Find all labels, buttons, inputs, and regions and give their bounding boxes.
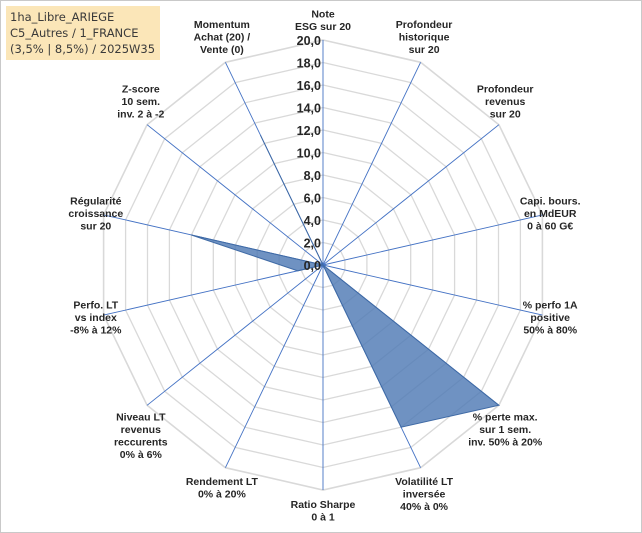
axis-label-1: Profondeur historique sur 20 bbox=[396, 19, 453, 56]
axis-label-line: ESG sur 20 bbox=[295, 21, 351, 33]
axis-label-7: Ratio Sharpe 0 à 1 bbox=[291, 499, 356, 524]
axis-label-line: Achat (20) / bbox=[194, 32, 251, 44]
axis-label-13: Momentum Achat (20) / Vente (0) bbox=[194, 19, 251, 56]
axis-label-line: positive bbox=[530, 312, 570, 324]
tick-label: 14,0 bbox=[297, 102, 321, 116]
info-line-3: (3,5% | 8,5%) / 2025W35 bbox=[10, 42, 156, 56]
axis-label-line: Profondeur bbox=[396, 19, 453, 31]
axis-label-line: Capi. bours. bbox=[520, 196, 581, 208]
tick-label: 20,0 bbox=[297, 34, 321, 48]
axis-label-line: sur 20 bbox=[80, 221, 111, 233]
axis-label-10: Perfo. LT vs index -8% à 12% bbox=[70, 299, 122, 336]
axis-label-2: Profondeur revenus sur 20 bbox=[477, 84, 534, 121]
tick-label: 10,0 bbox=[297, 147, 321, 161]
series-area bbox=[191, 135, 501, 428]
axis-label-line: 0 à 60 G€ bbox=[527, 221, 573, 233]
axis-label-line: sur 20 bbox=[490, 109, 521, 121]
axis-label-line: 50% à 80% bbox=[523, 324, 577, 336]
tick-label: 18,0 bbox=[297, 57, 321, 71]
spoke-12 bbox=[146, 124, 324, 266]
axis-label-line: croissance bbox=[68, 208, 123, 220]
axis-label-line: revenus bbox=[485, 96, 525, 108]
axis-label-layer: Note ESG sur 20 Profondeur historique sur 20… bbox=[68, 9, 580, 524]
tick-label: 8,0 bbox=[304, 169, 321, 183]
axis-label-line: historique bbox=[399, 32, 450, 44]
axis-label-line: Ratio Sharpe bbox=[291, 499, 356, 511]
axis-label-line: Rendement LT bbox=[186, 476, 259, 488]
axis-label-5: % perte max. sur 1 sem. inv. 50% à 20% bbox=[468, 411, 543, 448]
axis-label-line: 0 à 1 bbox=[311, 512, 335, 524]
info-line-1: 1ha_Libre_ARIEGE bbox=[10, 10, 115, 24]
info-line-2: C5_Autres / 1_FRANCE bbox=[10, 26, 139, 40]
axis-label-line: sur 20 bbox=[409, 44, 440, 56]
tick-layer: 0,0 2,0 4,0 6,0 8,0 10,0 12,0 14,0 16,0 18,0 20,0 bbox=[297, 34, 321, 273]
axis-label-line: revenus bbox=[121, 424, 161, 436]
axis-label-line: Régularité bbox=[70, 196, 122, 208]
axis-label-line: 40% à 0% bbox=[400, 501, 449, 513]
axis-label-line: reccurents bbox=[114, 436, 168, 448]
spoke-1 bbox=[322, 62, 422, 266]
axis-label-6: Volatilité LT inversée 40% à 0% bbox=[395, 476, 454, 513]
axis-label-line: Vente (0) bbox=[200, 44, 244, 56]
axis-label-line: inv. 2 à -2 bbox=[117, 109, 164, 121]
axis-label-0: Note ESG sur 20 bbox=[295, 9, 351, 34]
axis-label-line: vs index bbox=[75, 312, 117, 324]
axis-label-line: Momentum bbox=[194, 19, 250, 31]
axis-label-9: Niveau LT revenus reccurents 0% à 6% bbox=[114, 411, 168, 461]
axis-label-3: Capi. bours. en MdEUR 0 à 60 G€ bbox=[520, 196, 581, 233]
axis-label-line: inversée bbox=[403, 488, 446, 500]
axis-label-12: Z-score 10 sem. inv. 2 à -2 bbox=[117, 84, 164, 121]
axis-label-line: inv. 50% à 20% bbox=[468, 436, 543, 448]
spoke-2 bbox=[322, 124, 500, 266]
axis-label-line: 0% à 6% bbox=[120, 449, 163, 461]
axis-label-line: Perfo. LT bbox=[73, 299, 118, 311]
axis-label-line: -8% à 12% bbox=[70, 324, 122, 336]
axis-label-line: Volatilité LT bbox=[395, 476, 454, 488]
tick-label: 4,0 bbox=[304, 214, 321, 228]
spoke-3 bbox=[322, 214, 543, 266]
axis-label-line: % perfo 1A bbox=[523, 299, 578, 311]
tick-label: 16,0 bbox=[297, 79, 321, 93]
info-box: 1ha_Libre_ARIEGE C5_Autres / 1_FRANCE (3… bbox=[6, 6, 160, 60]
spoke-8 bbox=[224, 264, 324, 468]
axis-label-4: % perfo 1A positive 50% à 80% bbox=[523, 299, 578, 336]
axis-label-line: Profondeur bbox=[477, 84, 534, 96]
axis-label-line: Note bbox=[311, 9, 334, 21]
tick-label: 12,0 bbox=[297, 124, 321, 138]
axis-label-line: 10 sem. bbox=[122, 96, 161, 108]
axis-label-line: Niveau LT bbox=[116, 411, 166, 423]
axis-label-line: Z-score bbox=[122, 84, 160, 96]
tick-label: 0,0 bbox=[304, 259, 321, 273]
axis-label-line: % perte max. bbox=[473, 411, 538, 423]
axis-label-11: Régularité croissance sur 20 bbox=[68, 196, 123, 233]
spoke-4 bbox=[322, 264, 543, 316]
tick-label: 2,0 bbox=[304, 237, 321, 251]
axis-label-line: 0% à 20% bbox=[198, 488, 247, 500]
axis-label-line: en MdEUR bbox=[524, 208, 577, 220]
spoke-10 bbox=[103, 264, 324, 316]
axis-label-8: Rendement LT 0% à 20% bbox=[186, 476, 259, 501]
tick-label: 6,0 bbox=[304, 192, 321, 206]
spoke-9 bbox=[146, 264, 324, 406]
series-layer bbox=[191, 135, 501, 428]
axis-label-line: sur 1 sem. bbox=[479, 424, 531, 436]
